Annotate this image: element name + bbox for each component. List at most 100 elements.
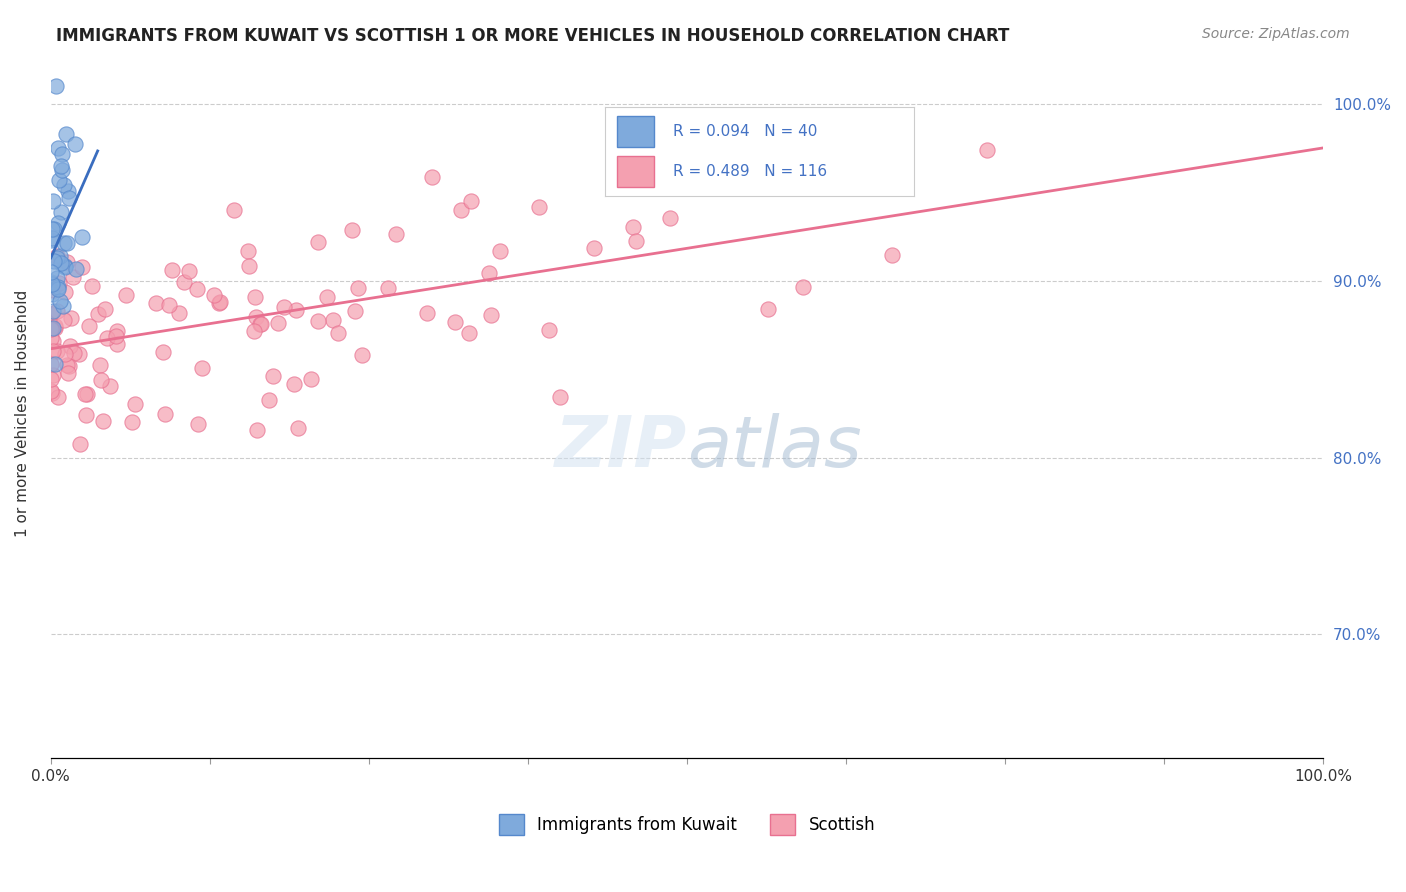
Point <box>208 296 231 310</box>
Point <box>65 262 87 277</box>
Point <box>322 313 344 327</box>
Point <box>63 137 86 152</box>
Point <box>41 322 63 336</box>
Point <box>177 264 200 278</box>
Point <box>41 321 63 335</box>
Point <box>45 304 67 318</box>
Point <box>420 169 443 184</box>
Point <box>42 194 65 208</box>
Point <box>489 244 512 259</box>
Point <box>46 390 69 404</box>
Point <box>287 420 309 434</box>
Point <box>283 376 305 391</box>
Point <box>62 346 84 360</box>
Point <box>344 304 367 318</box>
Point <box>450 203 472 218</box>
Point <box>41 222 63 236</box>
Point <box>46 141 69 155</box>
Point <box>262 369 284 384</box>
Point <box>41 318 63 332</box>
Point <box>41 283 63 297</box>
Point <box>273 301 295 315</box>
Point <box>621 220 644 235</box>
Point <box>245 310 267 325</box>
Point <box>87 307 110 321</box>
Point <box>105 337 128 351</box>
Point <box>100 379 122 393</box>
Point <box>73 387 96 401</box>
Point <box>160 262 183 277</box>
Point <box>529 200 551 214</box>
Point <box>58 359 80 373</box>
Point <box>56 255 79 269</box>
Point <box>44 254 66 268</box>
Point <box>222 203 245 218</box>
Point <box>44 321 66 335</box>
Point <box>208 295 231 310</box>
Point <box>41 331 63 345</box>
Point <box>70 260 93 275</box>
Point <box>94 301 117 316</box>
Legend: Immigrants from Kuwait, Scottish: Immigrants from Kuwait, Scottish <box>492 808 882 841</box>
Point <box>41 385 63 400</box>
Point <box>246 423 269 437</box>
Point <box>41 307 63 321</box>
Point <box>41 321 63 335</box>
Point <box>44 221 66 235</box>
Point <box>55 128 77 142</box>
Point <box>96 331 118 345</box>
Point <box>347 281 370 295</box>
Point <box>59 339 82 353</box>
Point <box>124 396 146 410</box>
Point <box>582 241 605 255</box>
Point <box>58 191 80 205</box>
Point <box>46 282 69 296</box>
Point <box>191 361 214 376</box>
Point <box>152 345 174 359</box>
Point <box>169 306 191 320</box>
Point <box>299 372 322 386</box>
Text: atlas: atlas <box>688 413 862 483</box>
Point <box>537 323 560 337</box>
Point <box>76 387 98 401</box>
Point <box>80 279 103 293</box>
Point <box>42 368 65 383</box>
Point <box>307 235 329 249</box>
Point <box>55 260 77 274</box>
Point <box>104 328 127 343</box>
Point <box>75 409 97 423</box>
Point <box>157 298 180 312</box>
Point <box>756 301 779 316</box>
Point <box>479 308 502 322</box>
Point <box>49 293 72 308</box>
Point <box>186 282 208 296</box>
Point <box>243 289 266 303</box>
Point <box>67 346 90 360</box>
Point <box>51 162 73 177</box>
Point <box>62 269 84 284</box>
Point <box>41 384 63 398</box>
Point <box>89 359 111 373</box>
Point <box>58 366 80 380</box>
FancyBboxPatch shape <box>617 156 654 187</box>
Point <box>41 372 63 386</box>
Point <box>350 348 373 362</box>
Point <box>44 318 66 333</box>
Point <box>187 417 209 431</box>
Point <box>659 211 682 225</box>
Point <box>880 248 903 262</box>
Point <box>42 304 65 318</box>
Point <box>69 437 91 451</box>
Point <box>41 275 63 289</box>
Point <box>56 184 79 198</box>
Point <box>52 235 75 250</box>
Point <box>797 167 820 181</box>
Text: Source: ZipAtlas.com: Source: ZipAtlas.com <box>1202 27 1350 41</box>
Point <box>49 256 72 270</box>
Point <box>976 143 998 157</box>
Point <box>41 277 63 291</box>
Point <box>52 299 75 313</box>
Point <box>77 318 100 333</box>
Point <box>55 358 77 372</box>
Point <box>46 215 69 229</box>
